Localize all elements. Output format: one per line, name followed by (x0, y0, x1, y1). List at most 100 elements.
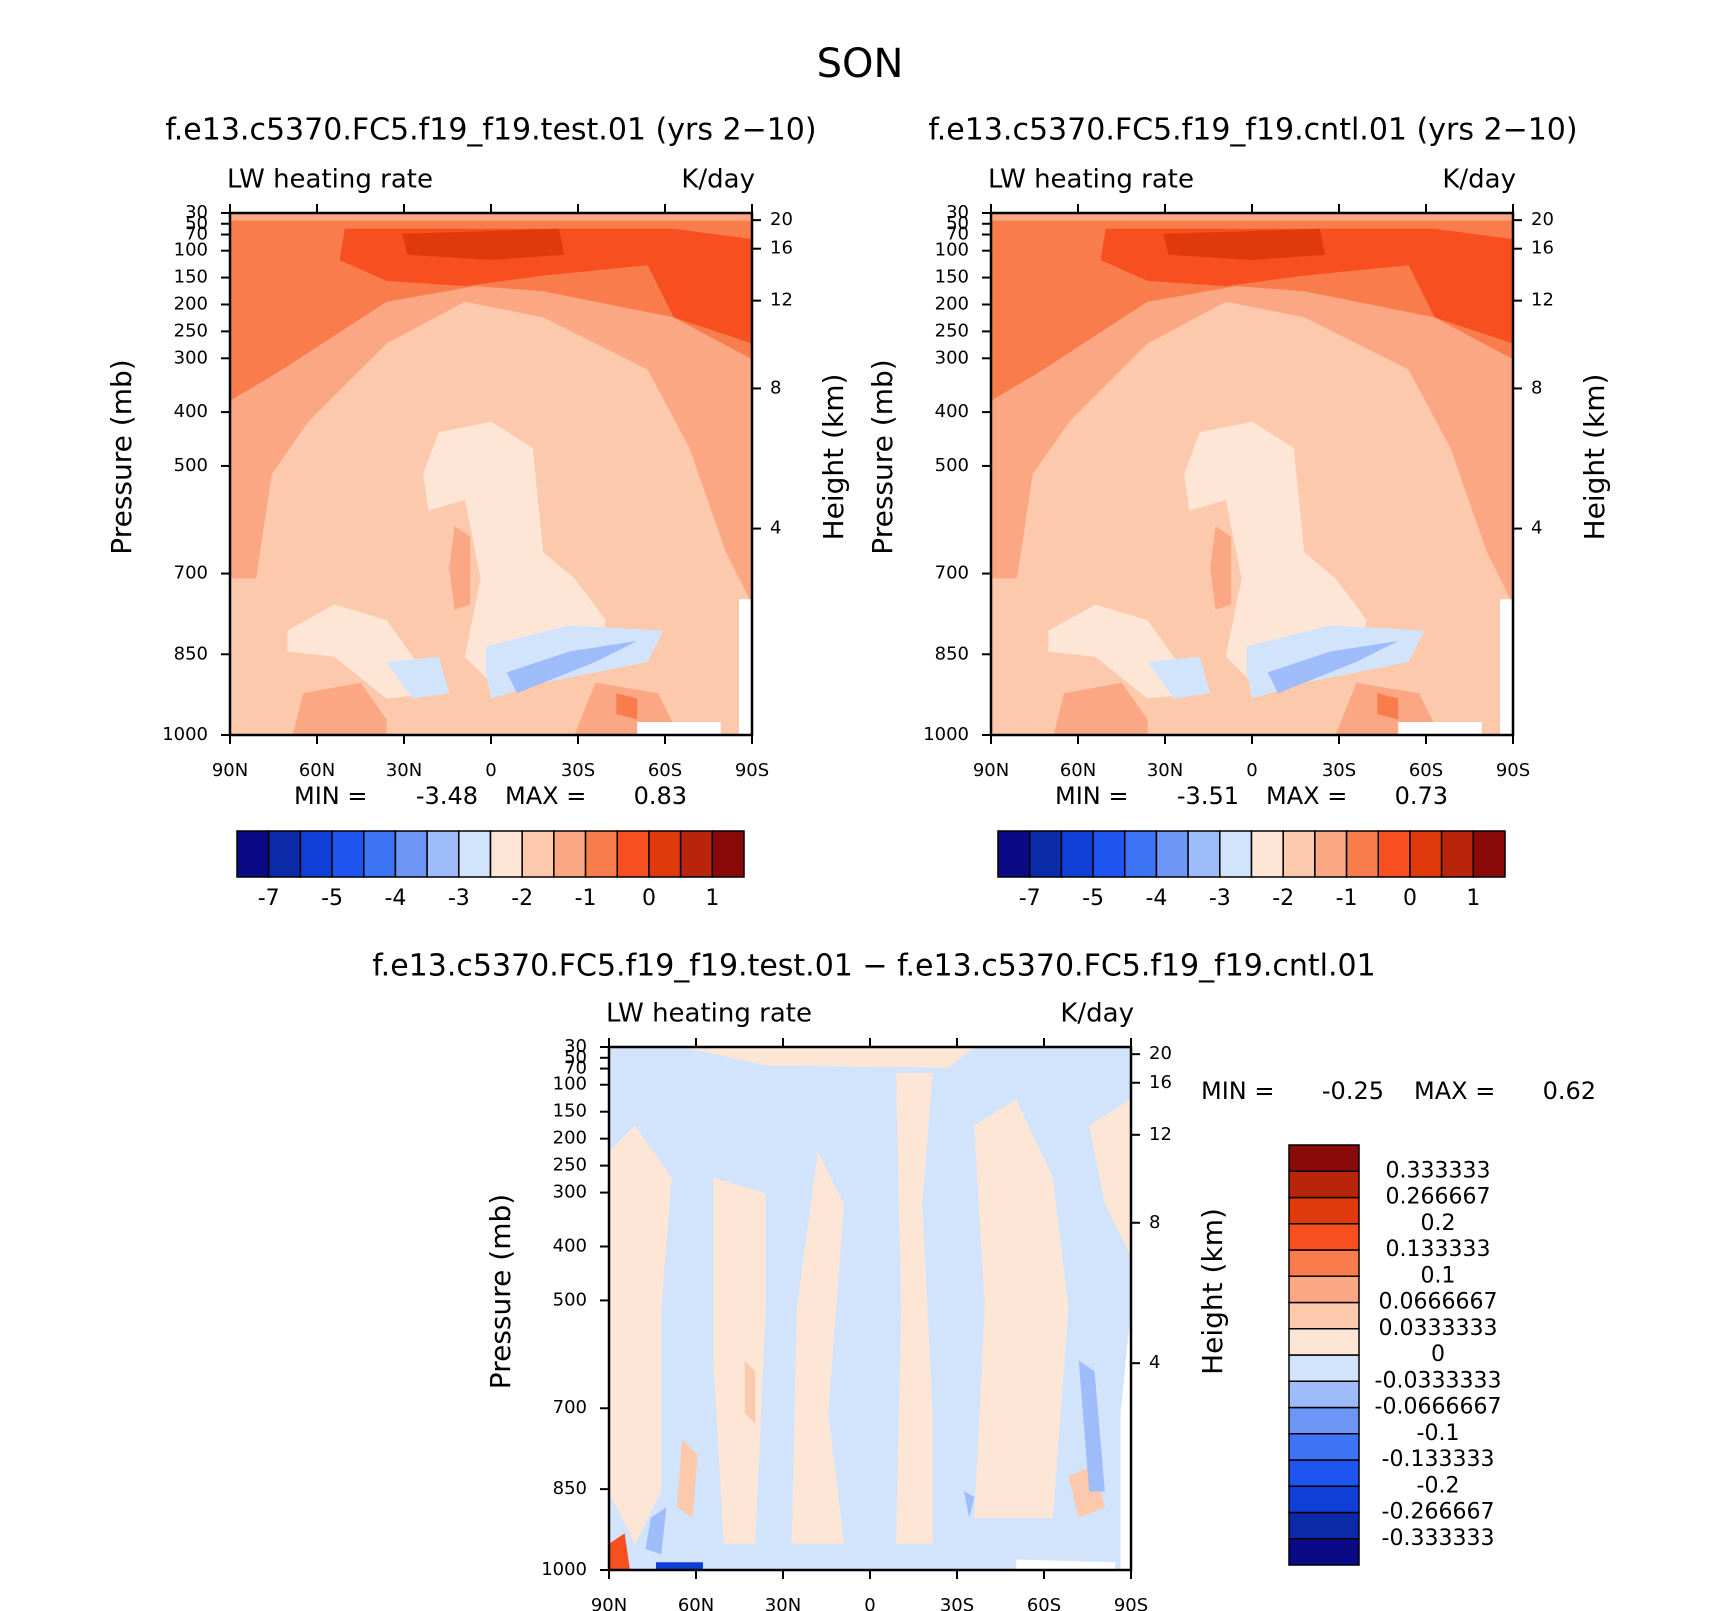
colorbar-label: -2 (511, 886, 533, 911)
y2-tick-label: 16 (1149, 1072, 1172, 1093)
x-tick-label: 90S (1114, 1595, 1148, 1611)
y-tick-label: 400 (174, 401, 208, 422)
colorbar-box (458, 830, 492, 878)
colorbar-label: -0.0666667 (1375, 1395, 1502, 1420)
min-label: MIN = (1055, 782, 1128, 810)
colorbar-box (679, 830, 714, 878)
right-string: K/day (681, 165, 755, 195)
y-axis-label: Pressure (mb) (484, 1194, 517, 1389)
colorbar-label: 0.1 (1421, 1263, 1456, 1288)
contour-fill (1147, 656, 1211, 699)
colorbar-box (1288, 1538, 1360, 1566)
min-value: -3.48 (416, 782, 478, 810)
y-tick-label: 500 (174, 455, 208, 476)
y-tick-label: 400 (553, 1235, 587, 1256)
colorbar-label: 0 (1403, 886, 1417, 911)
contour-fill (645, 1507, 667, 1555)
x-tick-label: 30S (1322, 760, 1356, 781)
y2-tick-label: 4 (1531, 518, 1542, 539)
max-value: 0.83 (634, 782, 687, 810)
x-tick-label: 90N (212, 760, 248, 781)
y2-tick-label: 12 (1531, 290, 1554, 311)
contour-fill (609, 1125, 672, 1544)
y-tick-label: 200 (935, 293, 969, 314)
contour-fill (964, 1491, 975, 1518)
colorbar-label: -7 (1019, 886, 1041, 911)
colorbar-box (331, 830, 365, 878)
x-tick-label: 30S (940, 1595, 974, 1611)
y-tick-label: 300 (553, 1182, 587, 1203)
y-tick-label: 200 (174, 293, 208, 314)
y-tick-label: 50 (946, 213, 969, 234)
left-string: LW heating rate (227, 165, 433, 195)
colorbar-box (1282, 830, 1316, 878)
contour-fill (1016, 1559, 1116, 1570)
y-tick-label: 850 (174, 643, 208, 664)
x-tick-label: 0 (485, 760, 496, 781)
y2-tick-label: 8 (1149, 1212, 1160, 1233)
contour-fill (974, 1099, 1069, 1518)
colorbar-label: 0.0333333 (1379, 1316, 1498, 1341)
colorbar-box (648, 830, 682, 878)
y-tick-label: 100 (174, 240, 208, 261)
panel-title: f.e13.c5370.FC5.f19_f19.test.01 (yrs 2−1… (165, 113, 816, 148)
colorbar-box (1288, 1301, 1360, 1330)
y-axis-label: Pressure (mb) (105, 359, 138, 554)
colorbar-label: -5 (321, 886, 343, 911)
colorbar-label: -0.2 (1417, 1473, 1460, 1498)
x-tick-label: 0 (1246, 760, 1257, 781)
y-tick-label: 700 (553, 1397, 587, 1418)
x-tick-label: 60S (648, 760, 682, 781)
y2-tick-label: 8 (1531, 377, 1542, 398)
y2-tick-label: 20 (1531, 209, 1554, 230)
y-tick-label: 100 (935, 240, 969, 261)
colorbar-box (426, 830, 460, 878)
y-tick-label: 70 (946, 224, 969, 245)
colorbar-label: 0.266667 (1386, 1185, 1491, 1210)
x-tick-label: 60S (1027, 1595, 1061, 1611)
x-tick-label: 30N (765, 1595, 801, 1611)
y-tick-label: 70 (185, 224, 208, 245)
y2-tick-label: 20 (770, 209, 793, 230)
y-tick-label: 70 (564, 1058, 587, 1079)
colorbar-box (1028, 830, 1063, 878)
x-tick-label: 60S (1409, 760, 1443, 781)
colorbar-box (1288, 1511, 1360, 1540)
colorbar-label: -3 (448, 886, 470, 911)
y2-axis-label: Height (km) (817, 374, 850, 541)
contour-fill (1078, 1360, 1105, 1492)
max-label: MAX = (1266, 782, 1347, 810)
colorbar-label: 0.0666667 (1379, 1290, 1498, 1315)
colorbar-box (1124, 830, 1158, 878)
x-tick-label: 30S (561, 760, 595, 781)
left-string: LW heating rate (606, 999, 812, 1029)
contour-fill (1184, 421, 1367, 683)
contour-fill (713, 1177, 766, 1544)
contour-fill (402, 228, 565, 260)
colorbar-box (1092, 830, 1126, 878)
y2-axis-label: Height (km) (1578, 374, 1611, 541)
contour-fill (676, 1439, 698, 1518)
min-label: MIN = (294, 782, 367, 810)
contour-fill (1500, 599, 1513, 735)
colorbar-label: 0.2 (1421, 1211, 1456, 1236)
colorbar-box (1288, 1380, 1360, 1409)
contour-fill (739, 599, 752, 735)
y2-tick-label: 4 (770, 518, 781, 539)
colorbar-box (1288, 1459, 1360, 1487)
y-tick-label: 30 (946, 202, 969, 223)
colorbar-box (1288, 1196, 1360, 1225)
y-tick-label: 150 (553, 1101, 587, 1122)
y-tick-label: 850 (553, 1478, 587, 1499)
colorbar-box (1187, 830, 1221, 878)
y-tick-label: 100 (553, 1074, 587, 1095)
y2-tick-label: 12 (1149, 1124, 1172, 1145)
colorbar-box (1288, 1406, 1360, 1435)
colorbar-box (521, 830, 555, 878)
contour-fill (656, 1562, 703, 1570)
colorbar-label: 1 (1466, 886, 1480, 911)
y-tick-label: 1000 (541, 1559, 587, 1580)
y-tick-label: 1000 (923, 724, 969, 745)
y2-tick-label: 20 (1149, 1043, 1172, 1064)
colorbar-box (1288, 1223, 1360, 1251)
